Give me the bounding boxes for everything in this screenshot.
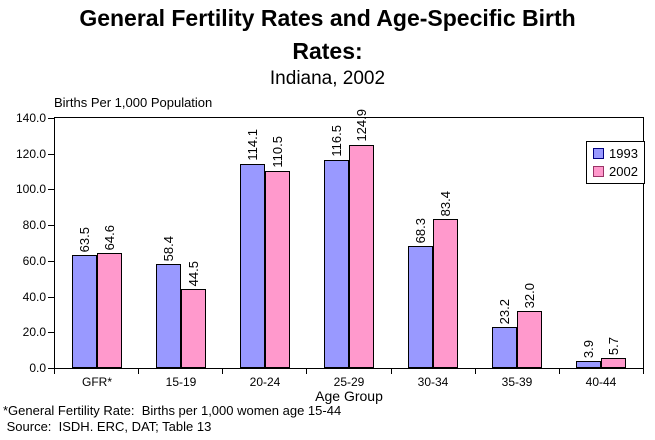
x-axis-tick: [475, 369, 476, 374]
bar-value-label-2002-GFR*: 64.6: [102, 224, 117, 250]
y-axis-tick-label: 40.0: [22, 290, 46, 304]
bar-value-label-1993-20-24: 114.1: [245, 129, 260, 161]
y-axis-tick-label: 120.0: [15, 147, 46, 161]
footnote-source: Source: ISDH. ERC, DAT; Table 13: [3, 419, 212, 434]
y-axis-tick: [48, 225, 54, 226]
x-axis-tick: [391, 369, 392, 374]
y-axis-tick: [48, 297, 54, 298]
y-axis-tick-label: 140.0: [15, 111, 46, 125]
y-axis-tick: [48, 189, 54, 190]
y-axis-tick: [48, 154, 54, 155]
plot-area: 63.5 64.6 58.4 44.5 114.1 110.5 116.5 124.9 68.3…: [54, 109, 644, 369]
legend-item-2002: 2002: [593, 164, 638, 179]
bar-2002-25-29: [349, 145, 374, 368]
y-axis-tick: [48, 118, 54, 119]
y-axis-tick: [48, 368, 54, 369]
bar-2002-GFR*: [97, 253, 122, 368]
bar-1993-15-19: [156, 264, 181, 368]
x-axis-tick: [306, 369, 307, 374]
bar-value-label-1993-30-34: 68.3: [413, 217, 428, 243]
y-axis-tick: [48, 332, 54, 333]
bar-2002-35-39: [517, 311, 542, 368]
x-axis-tick: [643, 369, 644, 374]
legend-swatch-1993: [593, 148, 604, 159]
bar-value-label-1993-40-44: 3.9: [581, 339, 596, 358]
legend-label-2002: 2002: [609, 164, 638, 179]
legend-item-1993: 1993: [593, 146, 638, 161]
bar-1993-40-44: [576, 361, 601, 368]
bar-2002-30-34: [433, 219, 458, 368]
y-axis-title: Births Per 1,000 Population: [54, 95, 213, 110]
bar-2002-15-19: [181, 289, 206, 368]
x-category-label-GFR*: GFR*: [82, 375, 112, 389]
bar-2002-40-44: [601, 358, 626, 368]
bar-1993-30-34: [408, 246, 433, 368]
y-axis-tick-label: 0.0: [29, 361, 46, 375]
legend-label-1993: 1993: [609, 146, 638, 161]
x-category-label-15-19: 15-19: [165, 375, 197, 389]
x-category-label-25-29: 25-29: [333, 375, 365, 389]
x-axis-tick: [54, 369, 55, 374]
x-category-label-30-34: 30-34: [417, 375, 449, 389]
x-axis-tick: [222, 369, 223, 374]
bar-value-label-2002-25-29: 124.9: [354, 109, 369, 142]
bar-1993-35-39: [492, 327, 517, 368]
x-axis-title: Age Group: [315, 388, 383, 404]
bar-2002-20-24: [265, 171, 290, 368]
chart-title: General Fertility Rates and Age-Specific…: [79, 5, 576, 64]
y-axis-tick: [48, 261, 54, 262]
y-axis-tick-label: 80.0: [22, 218, 46, 232]
x-category-label-40-44: 40-44: [585, 375, 617, 389]
legend-swatch-2002: [593, 166, 604, 177]
bar-value-label-1993-GFR*: 63.5: [77, 226, 92, 252]
bar-1993-GFR*: [72, 255, 97, 368]
footnote-gfr-definition: *General Fertility Rate: Births per 1,00…: [3, 403, 342, 418]
x-category-label-35-39: 35-39: [501, 375, 533, 389]
bar-value-label-1993-15-19: 58.4: [161, 235, 176, 261]
bar-value-label-2002-15-19: 44.5: [186, 260, 201, 286]
y-axis-tick-label: 20.0: [22, 325, 46, 339]
bar-value-label-1993-25-29: 116.5: [329, 125, 344, 157]
legend: 1993 2002: [586, 141, 645, 184]
footnotes: *General Fertility Rate: Births per 1,00…: [3, 403, 341, 435]
y-axis-tick-label: 100.0: [15, 182, 46, 196]
bar-value-label-1993-35-39: 23.2: [497, 298, 512, 324]
x-axis-tick: [138, 369, 139, 374]
x-axis-tick: [559, 369, 560, 374]
bar-value-label-2002-40-44: 5.7: [606, 336, 621, 355]
x-category-label-20-24: 20-24: [249, 375, 281, 389]
chart-subtitle: Indiana, 2002: [269, 68, 386, 89]
bar-1993-25-29: [324, 160, 349, 368]
bar-value-label-2002-30-34: 83.4: [438, 190, 453, 216]
bar-value-label-2002-20-24: 110.5: [270, 136, 285, 168]
bar-value-label-2002-35-39: 32.0: [522, 282, 537, 308]
y-axis-tick-label: 60.0: [22, 254, 46, 268]
bar-1993-20-24: [240, 164, 265, 368]
